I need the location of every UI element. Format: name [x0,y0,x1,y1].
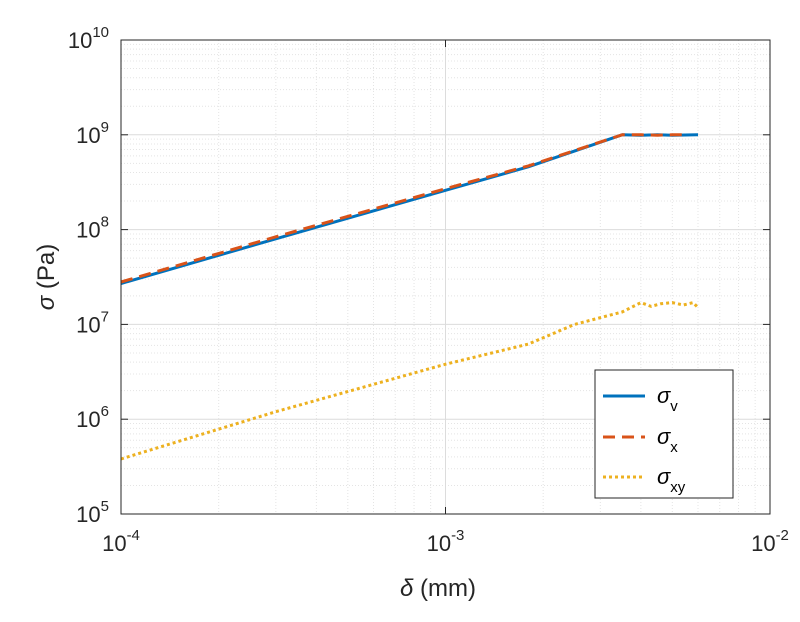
tick-marks [120,39,771,515]
x-tick-label: 10-2 [751,527,789,556]
y-tick-label: 107 [76,308,109,337]
legend: σv σx σxy [594,369,734,499]
series-line-sigma-x [120,133,686,284]
y-tick-label: 105 [76,498,109,527]
series-line-sigma-xy [120,301,700,461]
y-tick-label: 1010 [68,24,109,53]
y-axis-label: σ (Pa) [33,244,60,311]
y-tick-label: 109 [76,119,109,148]
y-tick-label: 106 [76,403,109,432]
x-tick-label: 10-4 [102,527,140,556]
legend-label-sigma-v: σv [657,383,678,415]
x-tick-label: 10-3 [427,527,465,556]
legend-label-sigma-xy: σxy [657,464,686,496]
y-tick-label: 108 [76,214,109,243]
x-axis-label: δ (mm) [400,575,476,602]
series-layer [120,133,700,461]
legend-label-sigma-x: σx [657,424,678,456]
tick-labels: 10-4 10-3 10-2 105 106 107 108 109 1010 [68,24,789,556]
